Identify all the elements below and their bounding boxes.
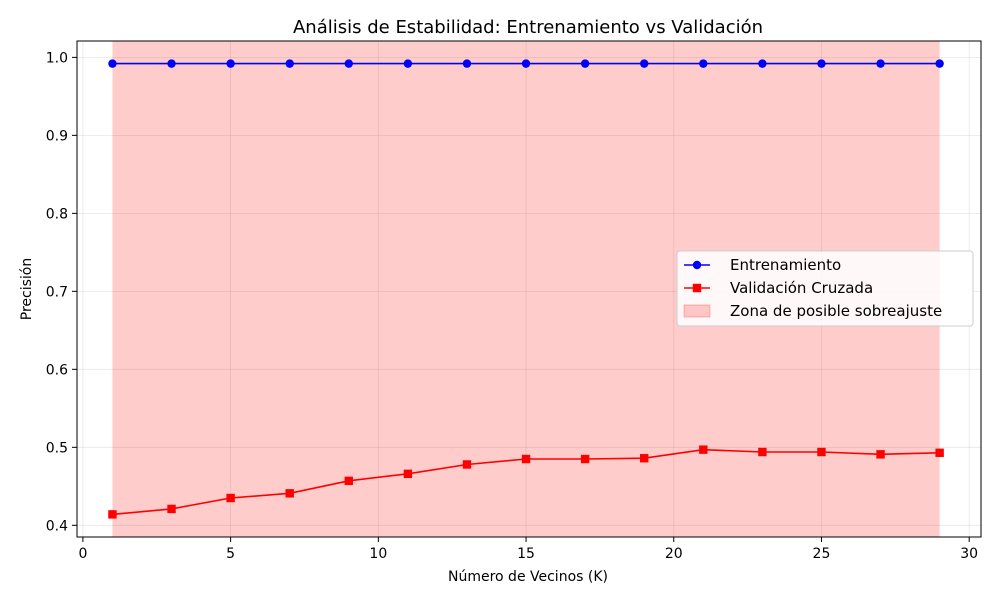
x-tick-label: 25 [813,546,831,562]
x-tick-label: 5 [226,546,235,562]
training-point [285,59,294,68]
x-axis-label: Número de Vecinos (K) [448,569,608,585]
ticks: 0 5 10 15 20 25 30 0.4 0.5 0.6 0.7 0.8 0.9 1.0 [46,50,978,562]
validation-point [167,504,176,514]
x-tick-label: 0 [78,546,87,562]
training-point [817,59,826,68]
validation-point [285,489,294,498]
training-point [640,59,649,68]
validation-point [758,447,767,457]
y-tick-label: 0.7 [46,284,68,300]
legend-zone-label: Zona de posible sobreajuste [730,302,942,320]
y-tick-label: 0.4 [46,518,68,534]
training-point [521,59,531,68]
legend-training-marker [692,260,702,270]
validation-point [226,493,235,503]
plot-frame [76,40,982,538]
chart-title: Análisis de Estabilidad: Entrenamiento v… [293,17,763,38]
legend: Entrenamiento Validación Cruzada Zona de p… [676,250,974,327]
series-layer [108,59,944,519]
legend-validation-marker [692,283,702,293]
training-point [403,59,413,68]
x-tick-label: 10 [369,546,387,562]
validation-point [403,469,413,479]
y-tick-label: 0.6 [46,362,68,378]
training-point [580,59,590,68]
training-point [226,59,235,68]
validation-point [344,476,353,486]
legend-box [676,250,974,327]
validation-point [876,450,885,459]
validation-point [108,510,117,519]
training-point [758,59,767,68]
x-tick-label: 30 [960,546,978,562]
y-tick-label: 0.9 [46,128,68,144]
validation-point [521,454,531,464]
validation-point [462,460,472,469]
training-point [344,59,353,68]
training-point [462,59,472,68]
validation-point [935,448,944,457]
validation-point [817,447,826,457]
training-point [167,59,176,68]
x-tick-label: 15 [517,546,535,562]
training-point [108,59,117,68]
legend-validation-label: Validación Cruzada [730,279,873,297]
legend-zone-swatch [683,304,711,318]
training-point [935,59,944,68]
training-point [699,59,708,68]
y-axis-label: Precisión [19,258,35,320]
validation-point [580,454,590,464]
y-tick-label: 0.8 [46,206,68,222]
training-point [876,59,885,68]
validation-point [699,445,708,454]
x-tick-label: 20 [665,546,683,562]
y-tick-label: 0.5 [46,440,68,456]
legend-training-label: Entrenamiento [730,256,841,274]
validation-point [640,454,649,463]
y-tick-label: 1.0 [46,50,68,66]
